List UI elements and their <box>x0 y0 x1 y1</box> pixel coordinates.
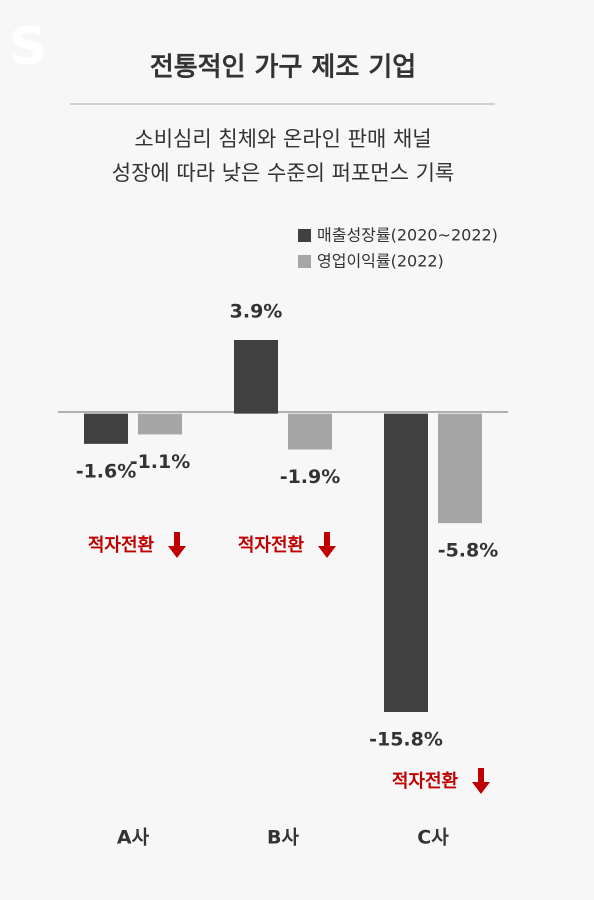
chart-title: 전통적인 가구 제조 기업 <box>150 53 416 83</box>
annotation: 적자전환 <box>238 534 305 556</box>
bar <box>438 413 482 524</box>
x-tick-label: B사 <box>267 827 299 849</box>
bar <box>234 340 278 414</box>
annotation-arrow <box>472 768 490 794</box>
value-label: -1.1% <box>130 451 191 473</box>
value-label: 3.9% <box>230 301 283 323</box>
bar <box>288 413 332 450</box>
bar <box>384 413 428 712</box>
x-tick-label: C사 <box>417 827 449 849</box>
value-label: -15.8% <box>369 729 443 751</box>
value-label: -1.6% <box>76 460 137 482</box>
legend-swatch <box>298 255 311 268</box>
subtitle: 소비심리 침체와 온라인 판매 채널 <box>134 127 431 151</box>
annotation-arrow <box>318 532 336 558</box>
annotation-arrow <box>168 532 186 558</box>
legend-swatch <box>298 229 311 242</box>
value-label: -1.9% <box>280 466 341 488</box>
value-label: -5.8% <box>438 540 499 562</box>
legend-label: 매출성장률(2020~2022) <box>317 226 498 245</box>
bar <box>138 413 182 435</box>
bar <box>84 413 128 444</box>
legend-label: 영업이익률(2022) <box>317 252 444 271</box>
subtitle: 성장에 따라 낮은 수준의 퍼포먼스 기록 <box>112 161 455 185</box>
annotation: 적자전환 <box>392 770 459 792</box>
logo: S <box>9 17 46 77</box>
x-tick-label: A사 <box>117 827 150 849</box>
annotation: 적자전환 <box>88 534 155 556</box>
